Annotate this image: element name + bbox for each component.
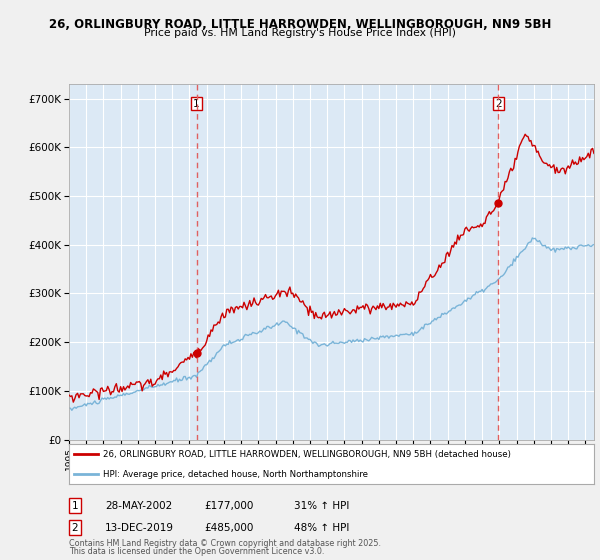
Text: 2: 2 [495,99,502,109]
Text: This data is licensed under the Open Government Licence v3.0.: This data is licensed under the Open Gov… [69,547,325,556]
Text: 48% ↑ HPI: 48% ↑ HPI [294,522,349,533]
Text: £177,000: £177,000 [204,501,253,511]
Text: £485,000: £485,000 [204,522,253,533]
Text: 2: 2 [71,522,79,533]
Text: 13-DEC-2019: 13-DEC-2019 [105,522,174,533]
Text: Contains HM Land Registry data © Crown copyright and database right 2025.: Contains HM Land Registry data © Crown c… [69,539,381,548]
Text: 31% ↑ HPI: 31% ↑ HPI [294,501,349,511]
Text: 1: 1 [193,99,200,109]
Text: 28-MAY-2002: 28-MAY-2002 [105,501,172,511]
Text: 26, ORLINGBURY ROAD, LITTLE HARROWDEN, WELLINGBOROUGH, NN9 5BH (detached house): 26, ORLINGBURY ROAD, LITTLE HARROWDEN, W… [103,450,511,459]
Text: HPI: Average price, detached house, North Northamptonshire: HPI: Average price, detached house, Nort… [103,470,368,479]
Text: Price paid vs. HM Land Registry's House Price Index (HPI): Price paid vs. HM Land Registry's House … [144,28,456,38]
Text: 1: 1 [71,501,79,511]
Text: 26, ORLINGBURY ROAD, LITTLE HARROWDEN, WELLINGBOROUGH, NN9 5BH: 26, ORLINGBURY ROAD, LITTLE HARROWDEN, W… [49,18,551,31]
